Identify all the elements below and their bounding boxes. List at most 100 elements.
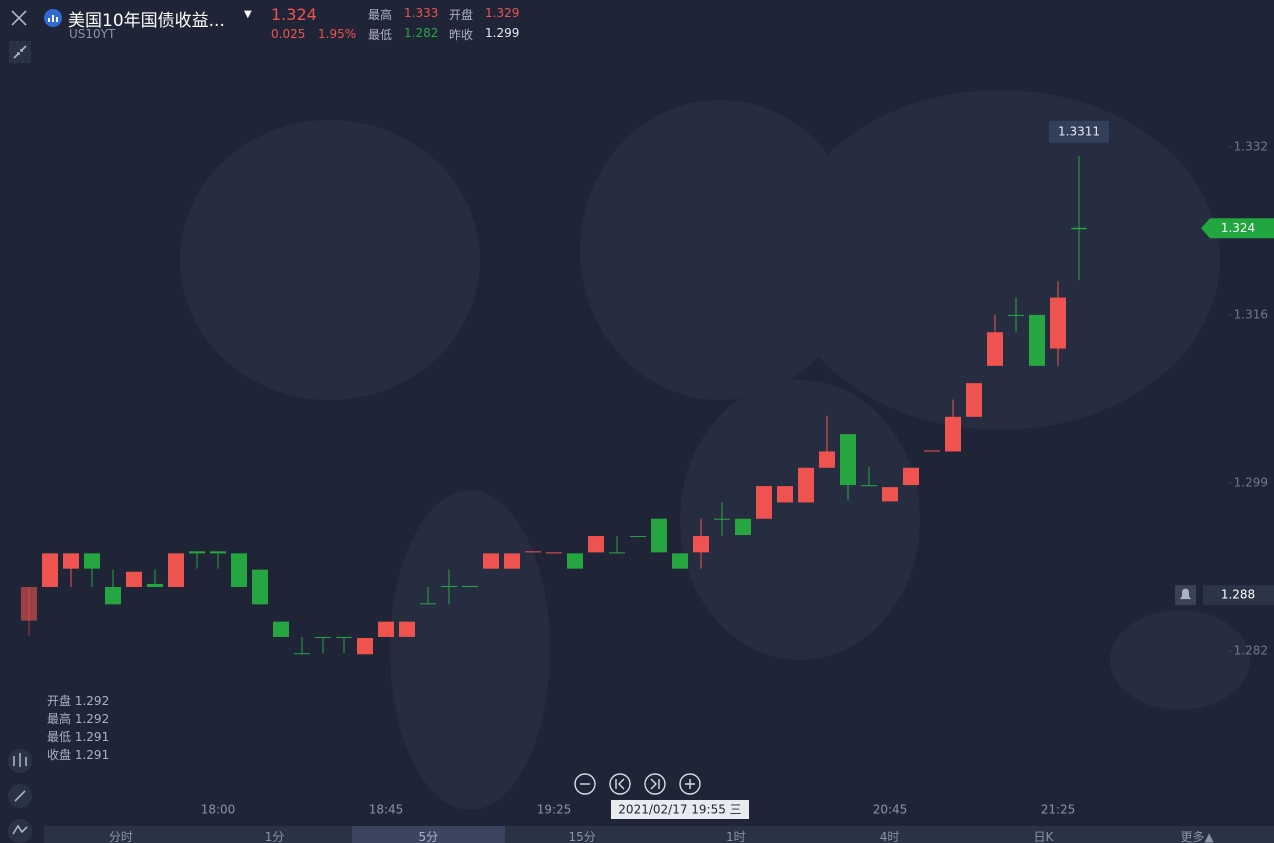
candle-body — [630, 536, 646, 538]
candle-body — [42, 553, 58, 588]
timeframe-tab[interactable]: 1时 — [726, 830, 746, 843]
stat-label: 昨收 — [449, 28, 474, 42]
candle-body — [294, 653, 310, 655]
timeframe-tabs: 分时 1分 5分 15分 1时 4时 日K 更多▲ — [44, 826, 1274, 843]
candle-body — [840, 434, 856, 486]
candle-body — [441, 585, 457, 588]
timeframe-tab[interactable]: 5分 — [351, 826, 506, 843]
stat-label: 最高 — [368, 8, 393, 22]
timeframe-tab[interactable]: 日K — [1033, 830, 1054, 843]
candle-body — [1071, 228, 1087, 230]
candle-body — [945, 416, 961, 452]
stat-value: 1.333 — [404, 6, 439, 20]
price-tag — [1201, 218, 1274, 239]
alert-tag-label: 1.288 — [1221, 588, 1255, 602]
y-tick-label: 1.282 — [1234, 644, 1268, 658]
candle-body — [609, 552, 625, 554]
ohlc-info: 开盘 1.292 最高 1.292 最低 1.291 收盘 1.291 — [47, 692, 109, 764]
candle-body — [567, 553, 583, 569]
candle-body — [525, 551, 541, 553]
x-tick-label: 20:45 — [873, 803, 908, 817]
stat-value: 1.282 — [404, 26, 439, 40]
price-tag-label: 1.324 — [1221, 221, 1255, 235]
candle-body — [651, 518, 667, 553]
symbol: US10YT — [69, 27, 116, 41]
candle-body — [966, 383, 982, 417]
info-value: 1.291 — [74, 748, 110, 762]
info-row: 收盘 1.291 — [47, 746, 109, 764]
x-tick-label: 18:45 — [369, 803, 404, 817]
stat-value: 1.329 — [485, 6, 520, 20]
candle-body — [252, 569, 268, 605]
candle-body — [819, 451, 835, 468]
candle-body — [315, 636, 331, 638]
candle-body — [924, 450, 940, 452]
candle-body — [336, 636, 352, 638]
x-tick-label: 19:25 — [537, 803, 572, 817]
candle-body — [189, 551, 205, 554]
candle-body — [168, 553, 184, 588]
candle-body — [273, 621, 289, 637]
candle-body — [378, 621, 394, 637]
candle-body — [210, 551, 226, 554]
bell-icon — [1180, 588, 1191, 601]
dropdown-arrow[interactable]: ▼ — [244, 9, 252, 20]
candle-body — [147, 583, 163, 588]
candle-body — [462, 585, 478, 588]
info-value: 1.292 — [74, 694, 110, 708]
info-value: 1.291 — [74, 730, 110, 744]
candle-body — [693, 536, 709, 553]
timeframe-tab[interactable]: 更多▲ — [1180, 830, 1214, 843]
candle-body — [588, 536, 604, 553]
timeframe-tab[interactable]: 4时 — [879, 830, 900, 843]
high-label: 1.3311 — [1058, 124, 1100, 138]
info-row: 最低 1.291 — [47, 728, 109, 746]
candle-body — [714, 518, 730, 520]
candle-body — [84, 553, 100, 569]
candle-body — [504, 553, 520, 569]
timeframe-tab[interactable]: 1分 — [264, 830, 285, 843]
candle-body — [126, 571, 142, 588]
info-row: 最高 1.292 — [47, 710, 109, 728]
candle-body — [420, 603, 436, 605]
timeframe-tab[interactable]: 分时 — [108, 830, 133, 843]
candle-body — [483, 553, 499, 569]
info-label: 开盘 — [47, 694, 72, 708]
stat-label: 开盘 — [449, 8, 474, 22]
candle-body — [63, 553, 79, 569]
candle-body — [21, 587, 37, 621]
info-label: 最高 — [47, 712, 72, 726]
info-row: 开盘 1.292 — [47, 692, 109, 710]
y-tick-label: 1.316 — [1234, 307, 1268, 321]
zoom-controls[interactable] — [574, 773, 701, 795]
instrument-name[interactable]: 美国10年国债收益... — [68, 11, 225, 31]
x-tick-label: 18:00 — [201, 803, 236, 817]
candle-body — [231, 553, 247, 588]
candle-body — [399, 621, 415, 637]
toolbar-icons[interactable] — [8, 10, 32, 843]
candle-body — [357, 637, 373, 655]
map-backdrop — [180, 90, 1250, 810]
change-pct: 1.95% — [318, 27, 357, 41]
candle-body — [777, 486, 793, 503]
info-label: 最低 — [47, 730, 72, 744]
candle-body — [1008, 314, 1024, 316]
alert-tag — [1203, 585, 1274, 606]
timeframe-tab[interactable]: 15分 — [568, 830, 596, 843]
candle-body — [105, 587, 121, 605]
info-value: 1.292 — [74, 712, 110, 726]
y-tick-label: 1.332 — [1234, 139, 1268, 153]
candle-body — [987, 332, 1003, 366]
candle-body — [756, 486, 772, 519]
candle-body — [798, 467, 814, 503]
candle-body — [882, 487, 898, 502]
candle-body — [903, 467, 919, 486]
candle-body — [1050, 297, 1066, 349]
stat-value: 1.299 — [485, 26, 520, 40]
crosshair-date: 2021/02/17 19:55 三 — [618, 803, 741, 817]
chart-type-icon[interactable] — [44, 9, 62, 30]
candle-body — [1029, 314, 1045, 366]
change: 0.025 — [271, 27, 306, 41]
